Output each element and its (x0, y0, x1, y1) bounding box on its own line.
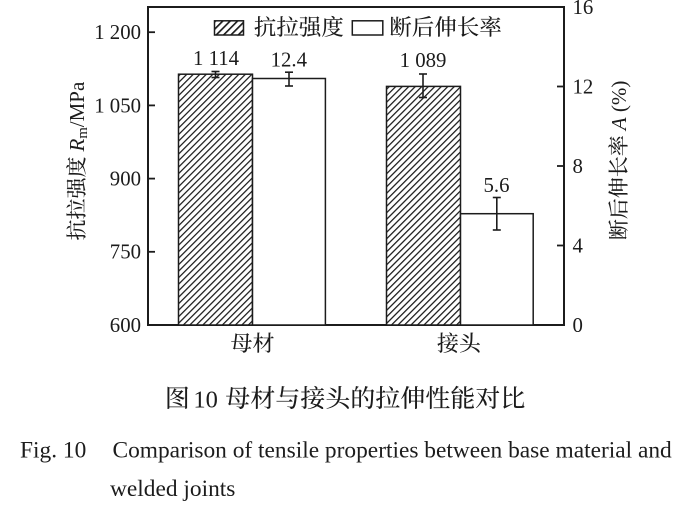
svg-text:12: 12 (573, 75, 594, 98)
svg-text:A (%): A (%) (607, 81, 631, 133)
svg-text:12.4: 12.4 (271, 49, 308, 72)
svg-text:welded joints: welded joints (110, 476, 235, 502)
svg-text:1 200: 1 200 (94, 21, 141, 44)
svg-text:Rm/MPa: Rm/MPa (65, 81, 91, 152)
svg-text:1 114: 1 114 (193, 47, 240, 70)
svg-text:900: 900 (110, 168, 141, 191)
svg-text:16: 16 (573, 0, 594, 19)
svg-text:Fig. 10: Fig. 10 (20, 438, 86, 464)
svg-text:600: 600 (110, 314, 141, 337)
svg-text:0: 0 (573, 314, 583, 337)
svg-text:8: 8 (573, 155, 583, 178)
svg-text:Comparison of tensile properti: Comparison of tensile properties between… (113, 438, 673, 464)
svg-text:1 050: 1 050 (94, 94, 141, 117)
svg-text:5.6: 5.6 (484, 174, 510, 197)
svg-text:750: 750 (110, 241, 141, 264)
svg-text:10: 10 (193, 386, 218, 413)
svg-text:1 089: 1 089 (400, 49, 447, 72)
svg-text:4: 4 (573, 234, 584, 257)
